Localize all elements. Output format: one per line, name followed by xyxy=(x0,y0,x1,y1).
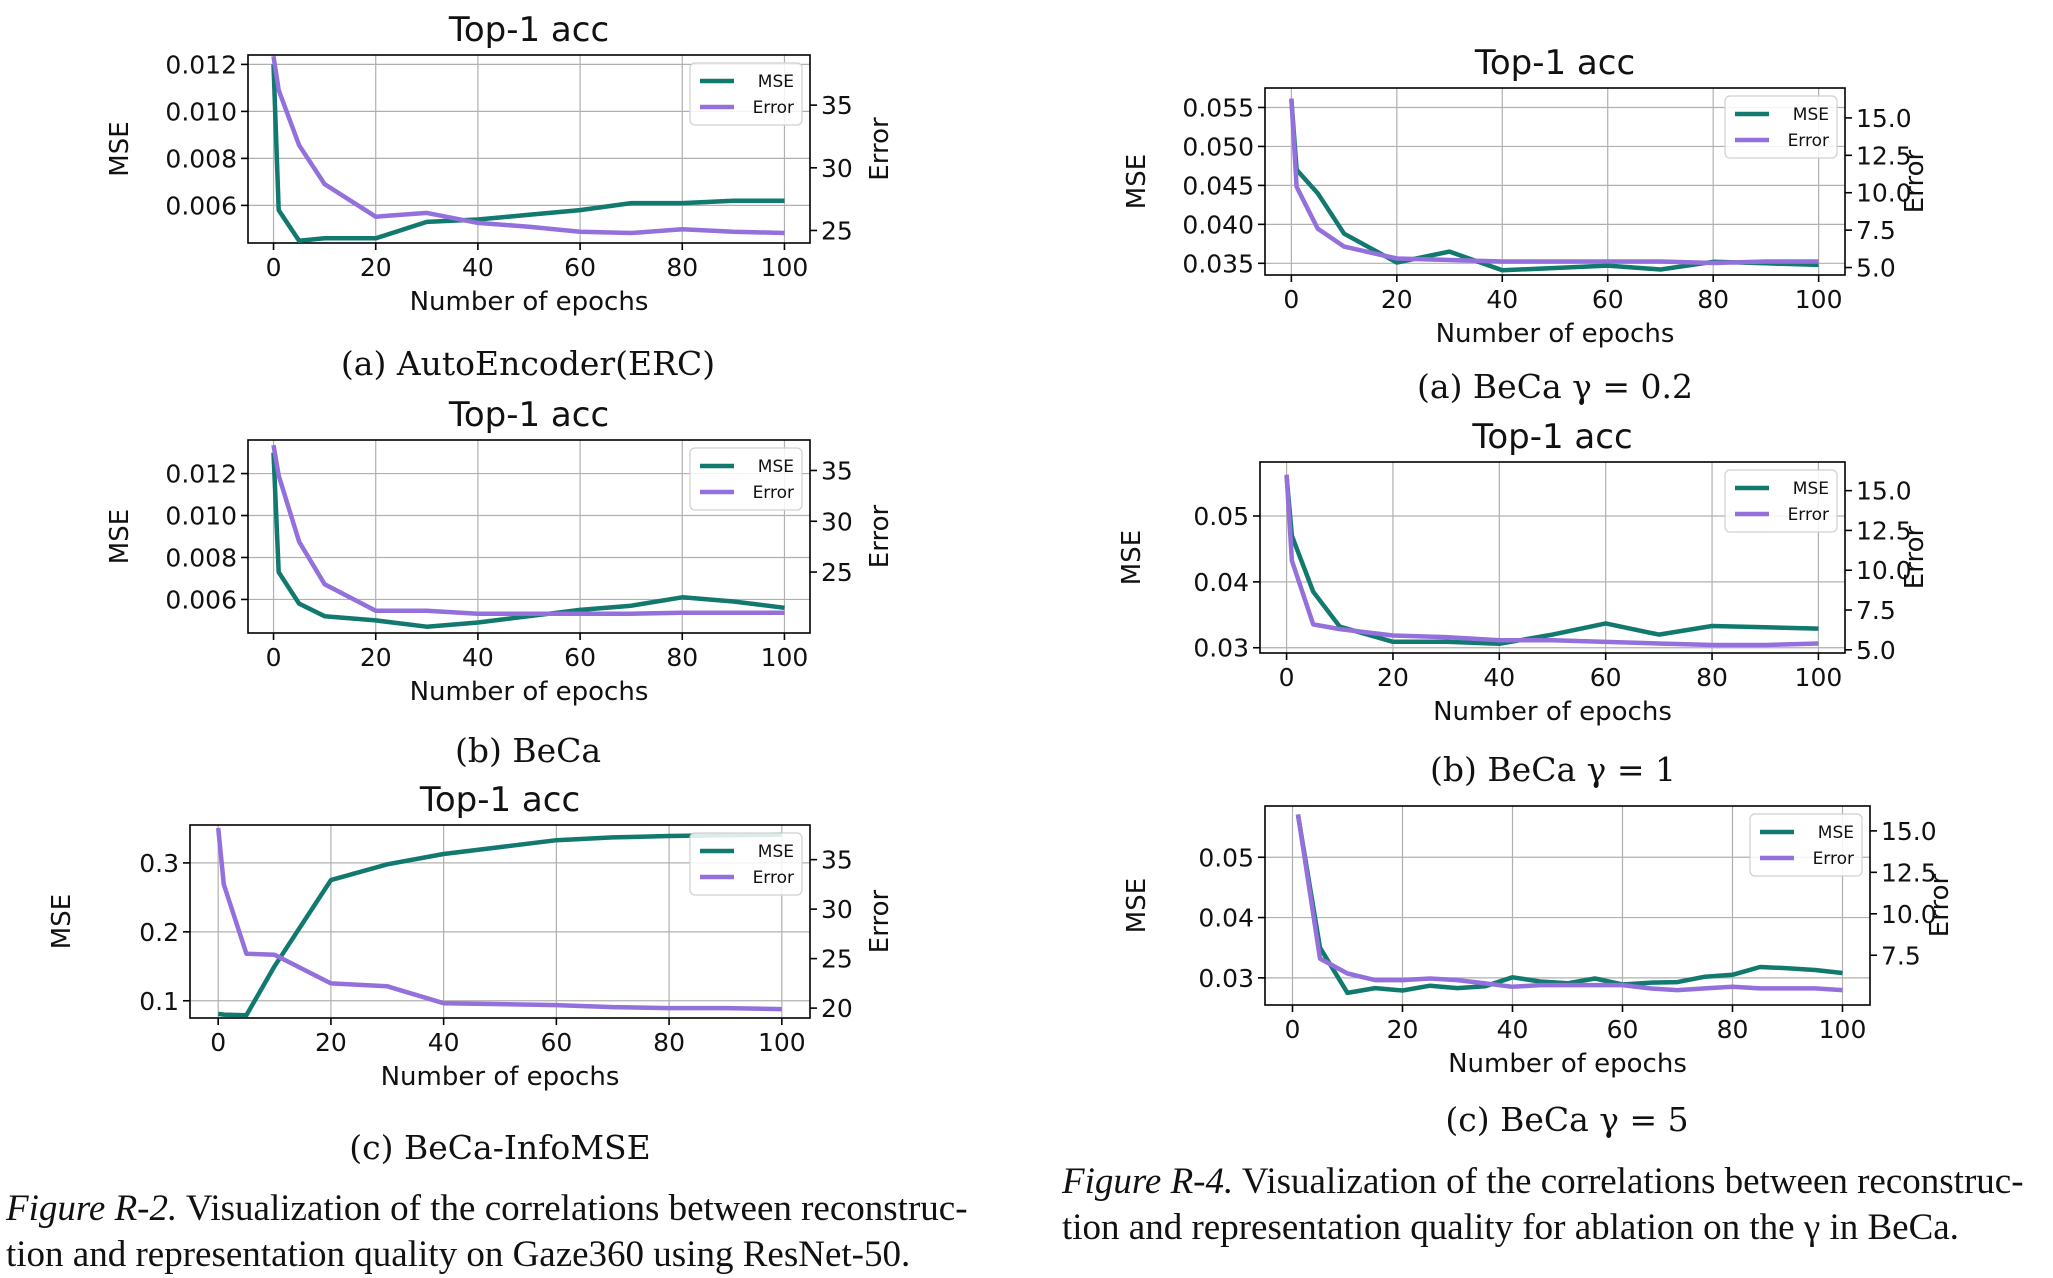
figure-text-line1: Visualization of the correlations betwee… xyxy=(1241,1161,2024,1202)
chart-panel-r4c xyxy=(0,0,2053,1100)
figure-text-line2: tion and representation quality for abla… xyxy=(1062,1207,1959,1248)
figure-caption-r4: Figure R-4. Visualization of the correla… xyxy=(1062,1159,2052,1251)
figure-caption-r2: Figure R-2. Visualization of the correla… xyxy=(6,1186,1006,1278)
figure-text-line1: Visualization of the correlations betwee… xyxy=(185,1188,968,1229)
chart-caption: (c) BeCa γ = 5 xyxy=(1445,1100,1689,1139)
figure-label: Figure R-2. xyxy=(6,1188,178,1229)
chart-caption: (c) BeCa-InfoMSE xyxy=(349,1128,651,1167)
chart-caption: (b) BeCa γ = 1 xyxy=(1430,750,1676,789)
chart-caption: (b) BeCa xyxy=(454,731,602,770)
figure-label: Figure R-4. xyxy=(1062,1161,1234,1202)
chart-caption: (a) BeCa γ = 0.2 xyxy=(1417,367,1693,406)
chart-caption: (a) AutoEncoder(ERC) xyxy=(340,344,716,383)
figure-text-line2: tion and representation quality on Gaze3… xyxy=(6,1234,911,1275)
